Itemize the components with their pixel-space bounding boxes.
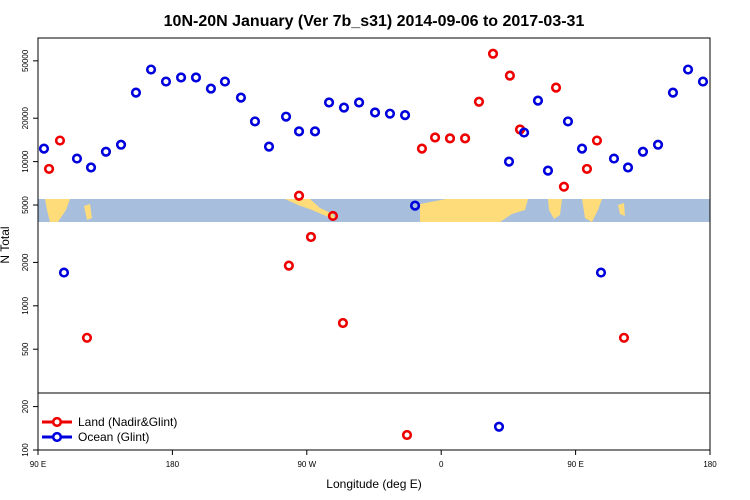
point (369, 107, 381, 118)
point (58, 267, 70, 278)
y-axis-label: N Total (0, 226, 12, 263)
y-tick-label: 1000 (21, 296, 30, 314)
x-tick-label: 90 E (567, 460, 583, 469)
point (54, 135, 66, 146)
point (305, 231, 317, 243)
point (608, 153, 620, 164)
point (190, 72, 202, 83)
point (283, 260, 294, 271)
x-tick-label: 90 E (30, 460, 46, 469)
point (493, 421, 505, 432)
y-tick-label: 500 (21, 342, 30, 356)
point (235, 92, 247, 103)
point (637, 146, 649, 157)
point (562, 116, 574, 127)
point (409, 200, 421, 211)
point (504, 70, 515, 81)
y-tick-label: 50000 (21, 49, 30, 72)
point (115, 139, 127, 150)
point (280, 111, 292, 122)
point (429, 132, 441, 143)
point (309, 126, 321, 137)
point (682, 64, 694, 75)
point (175, 72, 187, 83)
point (293, 126, 305, 137)
point (576, 143, 588, 154)
point (399, 110, 411, 121)
point (38, 143, 50, 154)
point (160, 76, 172, 87)
point (43, 163, 55, 175)
point (338, 102, 350, 113)
point (401, 429, 413, 441)
y-tick-label: 100 (21, 443, 30, 457)
point (618, 332, 630, 343)
point (353, 97, 365, 108)
point (652, 139, 664, 150)
point (595, 267, 607, 278)
legend-label: Ocean (Glint) (78, 430, 149, 444)
point (323, 97, 335, 108)
x-tick-label: 180 (166, 460, 180, 469)
chart-title: 10N-20N January (Ver 7b_s31) 2014-09-06 … (164, 13, 585, 30)
point (384, 108, 396, 119)
point (581, 163, 593, 175)
x-axis-label: Longitude (deg E) (326, 477, 421, 491)
point (558, 181, 570, 192)
point (337, 317, 349, 329)
plot-frame (37, 37, 711, 451)
point (487, 48, 499, 59)
point (542, 165, 554, 176)
point (145, 64, 157, 75)
point (219, 76, 231, 87)
x-tick-label: 180 (703, 460, 717, 469)
point (444, 133, 456, 144)
point (71, 153, 83, 164)
point (100, 146, 112, 157)
y-tick-label: 200 (21, 399, 30, 413)
point (263, 141, 275, 152)
map-strip (38, 199, 710, 222)
point (205, 83, 217, 94)
point (591, 135, 603, 146)
point (532, 95, 544, 106)
point (518, 127, 530, 138)
point (81, 332, 93, 343)
point (473, 96, 485, 107)
point (697, 76, 709, 87)
legend-marker (51, 416, 63, 428)
point (327, 210, 339, 222)
x-tick-label: 90 W (297, 460, 316, 469)
point (459, 133, 471, 144)
y-tick-label: 20000 (21, 107, 30, 130)
point (416, 143, 428, 154)
point (667, 87, 679, 98)
point (85, 162, 97, 173)
legend-marker (51, 431, 63, 443)
legend-label: Land (Nadir&Glint) (78, 415, 177, 429)
y-tick-label: 2000 (21, 253, 30, 271)
point (130, 87, 142, 98)
y-tick-label: 5000 (21, 196, 30, 214)
point (503, 156, 515, 167)
point (293, 190, 305, 201)
point (622, 162, 634, 173)
point (249, 116, 261, 127)
point (550, 82, 562, 93)
x-tick-label: 0 (439, 460, 444, 469)
y-tick-label: 10000 (21, 150, 30, 173)
